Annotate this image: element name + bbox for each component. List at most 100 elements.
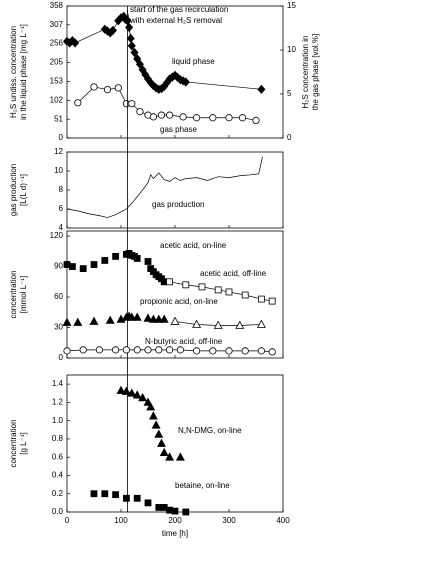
marker — [256, 319, 266, 328]
marker — [151, 420, 161, 429]
marker — [146, 402, 156, 411]
marker — [257, 84, 266, 94]
marker — [144, 346, 152, 354]
marker — [132, 312, 142, 321]
marker — [241, 291, 249, 299]
marker — [213, 320, 223, 329]
x-tick-label: 100 — [114, 516, 128, 525]
y2-axis-label: H₂S concentration in — [301, 36, 310, 109]
marker — [133, 255, 141, 262]
marker — [157, 111, 166, 119]
annotation: N,N-DMG, on-line — [178, 426, 242, 435]
marker — [95, 346, 104, 354]
marker — [209, 114, 217, 122]
marker — [144, 499, 152, 507]
y-tick-label: 256 — [50, 39, 64, 48]
marker — [159, 447, 169, 457]
marker — [127, 312, 137, 321]
annotation: acetic acid, off-line — [200, 269, 267, 278]
marker — [182, 281, 190, 289]
marker — [225, 288, 233, 296]
annotation: betaine, on-line — [175, 481, 230, 490]
y-tick-label: 0.0 — [52, 507, 64, 516]
marker — [101, 257, 109, 264]
y-tick-label: 30 — [54, 323, 63, 332]
marker — [182, 508, 190, 516]
marker — [133, 346, 141, 354]
marker — [157, 438, 166, 447]
y-tick-label: 0.6 — [52, 452, 64, 461]
marker — [90, 261, 98, 268]
marker — [235, 320, 245, 329]
x-tick-label: 300 — [222, 516, 236, 525]
y-axis-label: H₂S undiss. concentration — [9, 26, 18, 118]
marker — [181, 77, 190, 87]
x-axis-label: time [h] — [162, 529, 188, 538]
y-axis-label: [mmol L⁻¹] — [19, 276, 28, 314]
x-tick-label: 200 — [168, 516, 182, 525]
marker — [112, 346, 120, 354]
marker — [192, 319, 202, 328]
annotation: N-butyric acid, off-line — [145, 337, 223, 346]
y-tick-label: 1.2 — [52, 398, 64, 407]
y-tick-label: 0.4 — [52, 471, 64, 480]
marker — [155, 346, 163, 354]
y2-tick-label: 10 — [287, 45, 296, 54]
y-tick-label: 205 — [50, 58, 64, 67]
marker — [121, 386, 131, 395]
marker — [138, 392, 148, 402]
y-tick-label: 0.2 — [52, 489, 64, 498]
marker — [225, 114, 233, 122]
marker — [123, 494, 130, 502]
marker — [125, 22, 134, 32]
y-axis-label: in the liquid phase [mg L⁻¹] — [19, 24, 28, 120]
marker — [148, 314, 158, 323]
plot-frame — [66, 151, 284, 229]
y-axis-label: [g L⁻¹] — [19, 432, 28, 454]
annotation: gas production — [152, 200, 204, 209]
marker — [170, 316, 180, 325]
marker — [193, 114, 201, 122]
marker — [79, 265, 87, 272]
marker — [69, 263, 76, 270]
marker — [257, 347, 265, 355]
y2-tick-label: 5 — [287, 89, 292, 98]
marker — [74, 99, 82, 107]
marker — [135, 59, 144, 69]
marker — [112, 491, 119, 499]
data-line — [66, 349, 273, 353]
annotation: liquid phase — [172, 57, 215, 66]
marker — [171, 507, 179, 515]
marker — [103, 86, 112, 94]
data-line — [66, 156, 263, 218]
y-tick-label: 6 — [59, 204, 64, 213]
marker — [112, 252, 119, 260]
annotation: propionic acid, on-line — [140, 297, 218, 306]
annotation: start of the gas recirculation — [130, 5, 228, 14]
marker — [252, 116, 260, 125]
x-tick-label: 0 — [65, 516, 70, 525]
marker — [79, 346, 87, 354]
marker — [116, 385, 126, 394]
marker — [128, 100, 136, 108]
marker — [62, 317, 72, 326]
annotation: gas phase — [160, 125, 197, 134]
y2-tick-label: 0 — [287, 133, 292, 142]
marker — [225, 347, 233, 355]
marker — [90, 490, 98, 498]
marker — [268, 348, 276, 356]
y-tick-label: 51 — [54, 114, 63, 123]
y-tick-label: 0 — [59, 133, 64, 142]
marker — [257, 295, 265, 303]
y-axis-label: gas production — [9, 164, 18, 216]
marker — [130, 47, 139, 58]
y-tick-label: 90 — [54, 262, 63, 271]
y-tick-label: 1.0 — [52, 416, 64, 425]
marker — [63, 347, 71, 355]
y-tick-label: 8 — [59, 185, 64, 194]
marker — [132, 390, 142, 399]
y-tick-label: 102 — [50, 96, 64, 105]
annotation-arrow — [126, 9, 130, 21]
y-tick-label: 1.4 — [52, 379, 64, 388]
y-tick-label: 153 — [50, 77, 64, 86]
